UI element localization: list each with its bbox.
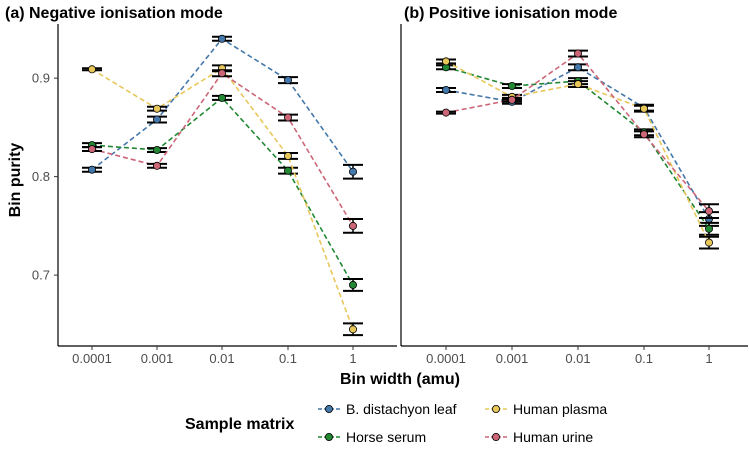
y-tick-label: 0.9	[32, 71, 50, 86]
data-point-human-urine	[507, 95, 516, 104]
data-point-human-plasma	[348, 325, 357, 334]
data-point-human-urine	[152, 161, 161, 170]
x-tick-label: 0.001	[496, 351, 529, 366]
y-tick-label: 0.7	[32, 268, 50, 283]
data-point-b-distachyon-leaf	[348, 167, 357, 176]
data-point-human-urine	[217, 69, 226, 78]
series-line-horse-serum	[91, 96, 354, 286]
data-point-b-distachyon-leaf	[283, 76, 292, 85]
series-line-human-plasma	[445, 60, 710, 243]
legend-key-point-horse-serum	[324, 432, 333, 441]
data-point-horse-serum	[283, 166, 292, 175]
data-point-b-distachyon-leaf	[217, 34, 226, 43]
data-point-human-urine	[705, 207, 714, 216]
data-point-human-plasma	[152, 104, 161, 113]
series-line-human-plasma	[91, 67, 354, 330]
data-point-horse-serum	[507, 82, 516, 91]
x-tick-label: 0.0001	[426, 351, 466, 366]
x-tick-label: 0.01	[565, 351, 590, 366]
y-tick-label: 0.8	[32, 169, 50, 184]
data-point-b-distachyon-leaf	[441, 86, 450, 95]
x-axis-label: Bin width (amu)	[340, 371, 460, 388]
series-line-b-distachyon-leaf	[445, 66, 710, 220]
data-point-b-distachyon-leaf	[88, 165, 97, 174]
data-point-human-plasma	[283, 151, 292, 160]
panel-b-title: (b) Positive ionisation mode	[404, 5, 617, 22]
panel-b-plot: 0.0001 0.001 0.01 0.1 1	[400, 24, 748, 366]
data-point-human-urine	[348, 221, 357, 230]
x-tick-label: 0.1	[279, 351, 297, 366]
data-point-human-urine	[283, 113, 292, 122]
data-point-human-urine	[441, 108, 450, 117]
panel-a-plot: 0.7 0.8 0.9 0.0001 0.001 0.01 0.1 1	[32, 24, 397, 366]
data-point-horse-serum	[348, 280, 357, 289]
data-point-human-plasma	[441, 57, 450, 66]
data-point-human-urine	[574, 49, 583, 58]
legend-label-human-urine: Human urine	[513, 429, 593, 445]
data-point-b-distachyon-leaf	[574, 63, 583, 72]
panel-a-title: (a) Negative ionisation mode	[5, 5, 223, 22]
x-tick-label: 0.1	[635, 351, 653, 366]
series-line-horse-serum	[445, 66, 710, 230]
data-point-human-plasma	[705, 238, 714, 247]
data-point-human-urine	[88, 145, 97, 154]
y-axis-label: Bin purity	[7, 143, 24, 218]
legend-label-b-distachyon-leaf: B. distachyon leaf	[346, 401, 457, 417]
data-point-b-distachyon-leaf	[152, 115, 161, 124]
x-tick-label: 1	[705, 351, 712, 366]
legend-key-point-b-distachyon-leaf	[324, 404, 333, 413]
legend-label-horse-serum: Horse serum	[346, 429, 426, 445]
x-tick-label: 0.001	[141, 351, 174, 366]
legend-title: Sample matrix	[185, 416, 294, 433]
x-tick-label: 0.01	[209, 351, 234, 366]
series-line-b-distachyon-leaf	[91, 37, 354, 173]
data-point-human-plasma	[574, 80, 583, 89]
data-point-horse-serum	[705, 224, 714, 233]
legend-key-point-human-plasma	[491, 404, 500, 413]
x-tick-label: 1	[349, 351, 356, 366]
data-point-horse-serum	[217, 93, 226, 102]
legend: B. distachyon leaf Horse serum Human plasm…	[318, 401, 607, 445]
data-point-horse-serum	[152, 145, 161, 154]
data-point-human-urine	[640, 130, 649, 139]
legend-key-point-human-urine	[491, 432, 500, 441]
data-point-human-plasma	[640, 104, 649, 113]
data-point-human-plasma	[88, 65, 97, 74]
legend-label-human-plasma: Human plasma	[513, 401, 607, 417]
x-tick-label: 0.0001	[72, 351, 112, 366]
